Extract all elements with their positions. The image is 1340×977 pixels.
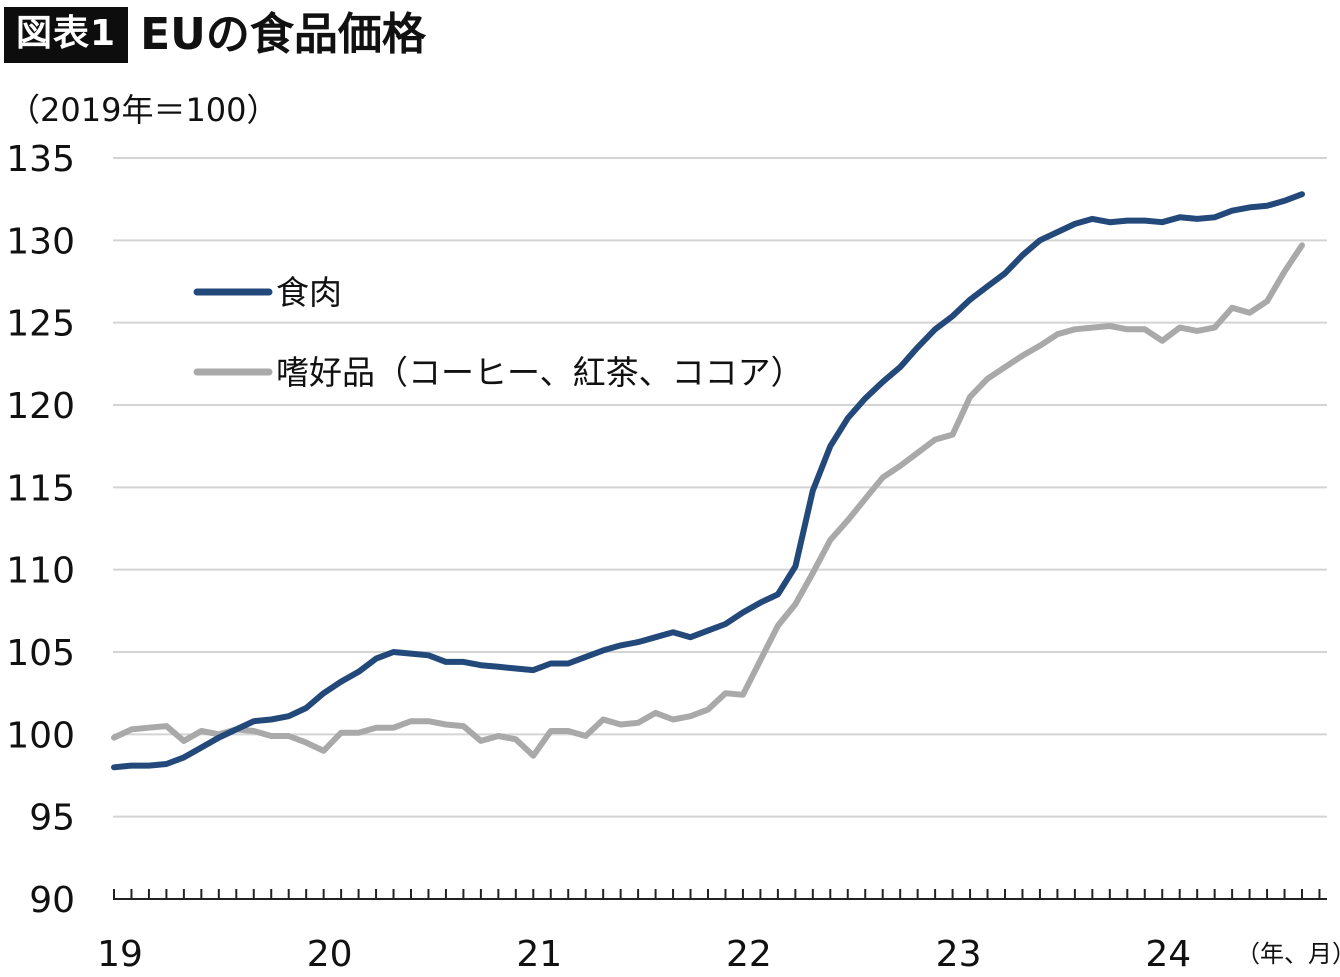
y-tick-label-105: 105 bbox=[6, 633, 75, 674]
y-tick-label-120: 120 bbox=[6, 386, 75, 427]
y-tick-label-90: 90 bbox=[29, 880, 75, 921]
gridlines bbox=[113, 157, 1327, 818]
y-axis-tick-labels: 90 95 100 105 110 115 120 125 130 135 bbox=[6, 139, 75, 921]
x-axis-unit-label: （年、月） bbox=[1236, 940, 1340, 968]
series-lines bbox=[111, 191, 1305, 771]
x-tick-label-22: 22 bbox=[726, 934, 772, 975]
y-tick-label-130: 130 bbox=[6, 221, 75, 262]
x-tick-label-21: 21 bbox=[516, 934, 562, 975]
y-axis-unit-label: （2019年＝100） bbox=[8, 91, 279, 129]
x-tick-label-24: 24 bbox=[1145, 934, 1191, 975]
y-tick-label-95: 95 bbox=[29, 798, 75, 839]
y-tick-label-115: 115 bbox=[6, 468, 75, 509]
x-axis-tick-labels: 19 20 21 22 23 24 bbox=[97, 934, 1191, 975]
x-axis bbox=[113, 889, 1327, 900]
legend-label-1: 嗜好品（コーヒー、紅茶、ココア） bbox=[276, 353, 804, 392]
x-tick-label-20: 20 bbox=[307, 934, 353, 975]
chart-title: EUの食品価格 bbox=[140, 9, 426, 60]
y-tick-label-125: 125 bbox=[6, 304, 75, 345]
figure-header: 図表1 EUの食品価格 bbox=[4, 6, 426, 64]
x-tick-label-23: 23 bbox=[936, 934, 982, 975]
x-tick-label-19: 19 bbox=[97, 934, 143, 975]
figure-number-badge: 図表1 bbox=[4, 7, 129, 63]
y-tick-label-100: 100 bbox=[6, 715, 75, 756]
series-line-0 bbox=[111, 191, 1305, 771]
y-tick-label-135: 135 bbox=[6, 139, 75, 180]
legend-label-0: 食肉 bbox=[276, 273, 342, 312]
series-line-1 bbox=[111, 242, 1305, 759]
y-tick-label-110: 110 bbox=[6, 551, 75, 592]
